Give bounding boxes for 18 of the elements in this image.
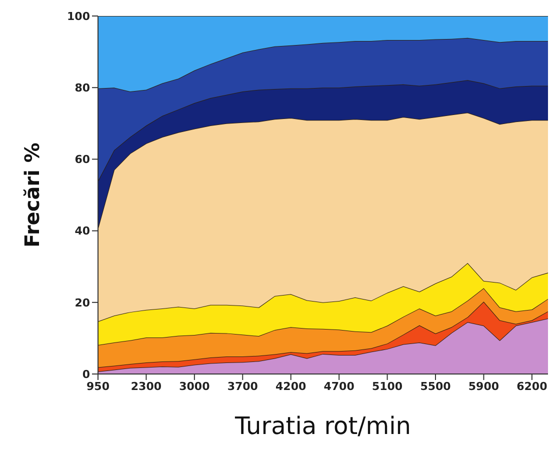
x-tick-label: 6200 (516, 380, 548, 393)
x-tick-label: 5100 (372, 380, 403, 393)
x-tick-label: 4200 (276, 380, 307, 393)
y-tick-label: 60 (74, 153, 90, 166)
y-tick-label: 40 (74, 224, 90, 238)
y-axis-title: Frecări % (20, 142, 44, 248)
y-tick-label: 100 (67, 10, 90, 23)
x-tick-label: 3000 (179, 380, 210, 393)
x-tick-label: 2300 (130, 380, 162, 393)
x-axis-title: Turatia rot/min (234, 412, 411, 440)
x-tick-label: 4700 (324, 380, 355, 393)
y-tick-label: 80 (74, 82, 90, 95)
x-tick-label: 950 (86, 380, 110, 393)
y-tick-label: 20 (74, 296, 90, 310)
x-tick-label: 5500 (420, 380, 452, 393)
x-tick-label: 3700 (227, 380, 258, 393)
x-tick-label: 5900 (468, 380, 500, 393)
y-tick-label: 0 (82, 368, 90, 381)
